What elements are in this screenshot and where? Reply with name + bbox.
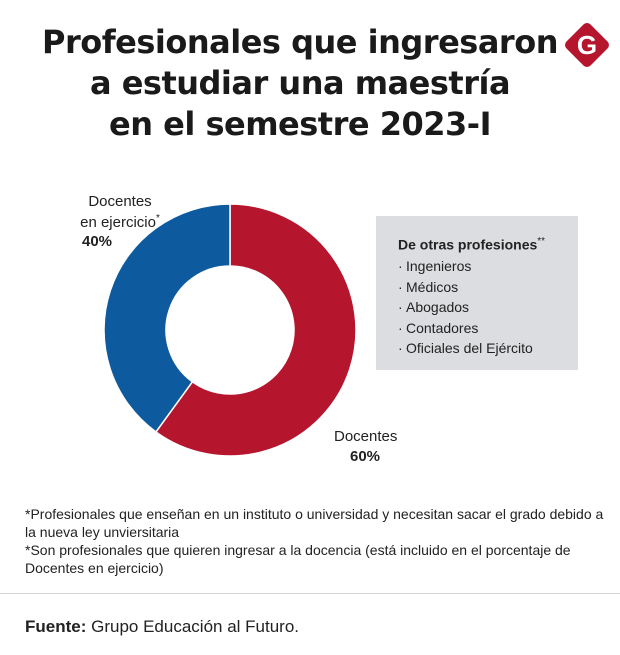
title-line-2: a estudiar una maestría (89, 64, 511, 102)
label-docentes: Docentes (334, 428, 398, 445)
source-text: Grupo Educación al Futuro. (86, 617, 300, 636)
bullet: · (398, 340, 403, 356)
bullet: · (398, 299, 403, 315)
box-title: De otras profesiones** (398, 236, 545, 253)
list-item-label: Abogados (406, 299, 470, 315)
list-item: · Ingenieros (398, 256, 533, 277)
source-line: Fuente: Grupo Educación al Futuro. (25, 617, 299, 637)
footnotes: *Profesionales que enseñan en un institu… (25, 505, 605, 577)
box-title-mark: ** (537, 236, 546, 247)
donut-chart (103, 203, 357, 457)
slice-value-40: 40% (82, 233, 113, 250)
label-ejercicio-line1: Docentes (88, 193, 152, 210)
label-ejercicio-mark: * (155, 213, 160, 224)
footnote-1: *Profesionales que enseñan en un institu… (25, 506, 604, 540)
box-title-text: De otras profesiones (398, 236, 538, 253)
donut-slice-40pct (103, 203, 231, 433)
bullet: · (398, 319, 403, 336)
list-item-label: Médicos (406, 278, 459, 295)
list-item-label: Ingenieros (406, 258, 472, 274)
chart-title: Profesionales que ingresaron a estudiar … (40, 22, 560, 145)
title-line-1: Profesionales que ingresaron (42, 23, 558, 61)
otras-profesiones-box: De otras profesiones** · Ingenieros · Médi… (376, 216, 578, 370)
list-item: · Contadores (398, 318, 533, 339)
logo-diamond (565, 23, 609, 67)
list-item-label: Oficiales del Ejército (406, 340, 533, 356)
slice-label-docentes: Docentes 60% (334, 428, 397, 465)
brand-logo-icon: G (565, 23, 609, 67)
footnote-2: *Son profesionales que quieren ingresar … (25, 542, 571, 576)
label-ejercicio-line2: en ejercicio (80, 214, 156, 231)
donut-slice-60pct (154, 203, 357, 457)
source-label: Fuente: (25, 617, 87, 636)
logo-letter: G (577, 30, 597, 60)
title-line-3: en el semestre 2023-I (109, 105, 491, 143)
list-item: · Abogados (398, 297, 533, 318)
list-item: · Oficiales del Ejército (398, 338, 533, 359)
list-item: · Médicos (398, 277, 533, 298)
bullet: · (398, 278, 403, 295)
slice-value-60: 60% (350, 448, 381, 465)
list-item-label: Contadores (406, 319, 479, 336)
divider (0, 593, 620, 594)
bullet: · (398, 258, 403, 274)
slice-label-docentes-en-ejercicio: Docentes en ejercicio* 40% (70, 193, 170, 250)
profesiones-list: · Ingenieros · Médicos · Abogados · Contador… (398, 256, 533, 359)
